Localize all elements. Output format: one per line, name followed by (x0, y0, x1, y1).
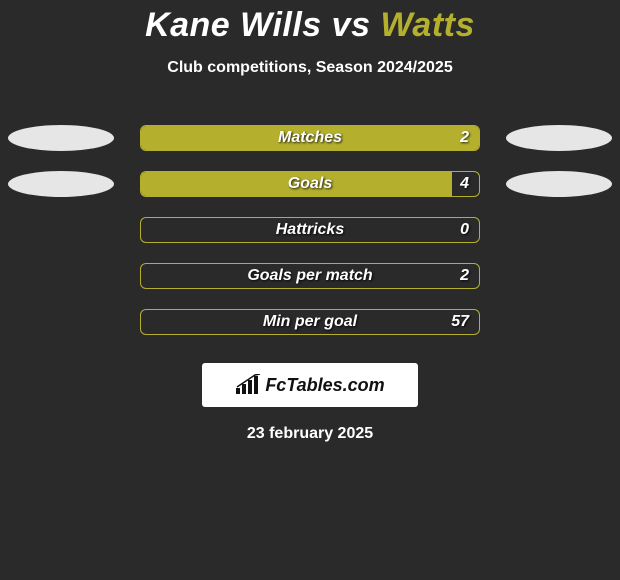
stats-container: Matches2Goals4Hattricks0Goals per match2… (0, 115, 620, 345)
bar-track: Matches2 (140, 125, 480, 151)
bar-track: Goals per match2 (140, 263, 480, 289)
stat-row: Matches2 (0, 115, 620, 161)
bar-chart-icon (235, 374, 261, 396)
left-ellipse (8, 125, 114, 151)
bar-track: Goals4 (140, 171, 480, 197)
title-player2: Watts (380, 6, 474, 44)
subtitle: Club competitions, Season 2024/2025 (0, 59, 620, 77)
bar-label: Min per goal (141, 313, 479, 331)
bar-track: Hattricks0 (140, 217, 480, 243)
date-text: 23 february 2025 (0, 425, 620, 443)
logo-text: FcTables.com (265, 375, 384, 396)
stat-row: Goals per match2 (0, 253, 620, 299)
bar-label: Hattricks (141, 221, 479, 239)
right-ellipse (506, 171, 612, 197)
bar-value: 57 (451, 313, 469, 331)
bar-value: 0 (460, 221, 469, 239)
bar-value: 4 (460, 175, 469, 193)
left-ellipse (8, 171, 114, 197)
title-vs: vs (332, 6, 371, 44)
bar-label: Goals per match (141, 267, 479, 285)
bar-track: Min per goal57 (140, 309, 480, 335)
page-title: Kane Wills vs Watts (0, 0, 620, 45)
bar-value: 2 (460, 267, 469, 285)
logo-box: FcTables.com (202, 363, 418, 407)
title-player1: Kane Wills (145, 6, 322, 44)
stat-row: Hattricks0 (0, 207, 620, 253)
stat-row: Goals4 (0, 161, 620, 207)
bar-value: 2 (460, 129, 469, 147)
bar-fill (141, 172, 452, 196)
stat-row: Min per goal57 (0, 299, 620, 345)
bar-fill (141, 126, 479, 150)
right-ellipse (506, 125, 612, 151)
